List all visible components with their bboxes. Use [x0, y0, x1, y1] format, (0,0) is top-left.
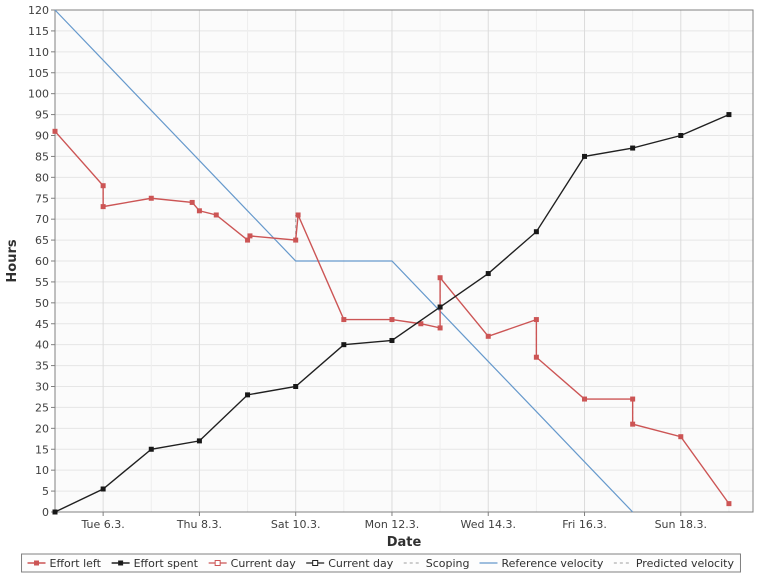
tick-label-x: Fri 16.3.	[562, 518, 607, 531]
tick-label-x: Sat 10.3.	[271, 518, 321, 531]
tick-label-y: 70	[35, 213, 49, 226]
tick-label-y: 5	[42, 485, 49, 498]
tick-label-y: 45	[35, 318, 49, 331]
legend-label: Reference velocity	[501, 557, 603, 570]
marker-effort-left	[149, 196, 153, 200]
tick-label-y: 35	[35, 360, 49, 373]
tick-label-y: 105	[28, 67, 49, 80]
legend-swatch-marker	[215, 561, 220, 566]
tick-label-x: Wed 14.3.	[461, 518, 516, 531]
legend: Effort left Effort spent Current day Curren…	[22, 554, 741, 572]
legend-swatch-marker	[119, 561, 123, 565]
tick-label-x: Thu 8.3.	[176, 518, 222, 531]
marker-effort-left	[534, 355, 538, 359]
marker-effort-spent	[727, 113, 731, 117]
marker-effort-left	[101, 205, 105, 209]
tick-label-y: 55	[35, 276, 49, 289]
tick-label-y: 15	[35, 443, 49, 456]
marker-effort-left	[294, 238, 298, 242]
marker-effort-left	[197, 209, 201, 213]
burndown-chart: 0 5 10 15 20 25 30 35 40 45 50 55 60 65 70 75 80 85 90 95 10…	[0, 0, 762, 574]
marker-effort-left	[390, 318, 394, 322]
tick-label-x: Mon 12.3.	[365, 518, 420, 531]
marker-effort-left	[53, 129, 57, 133]
marker-effort-left	[631, 397, 635, 401]
chart-svg: 0 5 10 15 20 25 30 35 40 45 50 55 60 65 70 75 80 85 90 95 10…	[0, 0, 762, 574]
marker-effort-left	[486, 334, 490, 338]
tick-label-y: 65	[35, 234, 49, 247]
tick-label-y: 110	[28, 46, 49, 59]
marker-effort-spent	[390, 338, 394, 342]
tick-label-y: 80	[35, 171, 49, 184]
marker-effort-spent	[583, 154, 587, 158]
tick-label-y: 25	[35, 401, 49, 414]
marker-effort-left	[248, 234, 252, 238]
tick-label-y: 60	[35, 255, 49, 268]
tick-label-y: 115	[28, 25, 49, 38]
tick-label-y: 10	[35, 464, 49, 477]
tick-label-y: 95	[35, 109, 49, 122]
legend-swatch-marker	[35, 561, 39, 565]
marker-effort-left	[534, 318, 538, 322]
legend-swatch-marker	[313, 561, 318, 566]
marker-effort-spent	[149, 447, 153, 451]
legend-label: Current day	[328, 557, 394, 570]
marker-effort-left	[342, 318, 346, 322]
marker-effort-spent	[342, 343, 346, 347]
marker-effort-left	[296, 213, 300, 217]
marker-effort-spent	[53, 510, 57, 514]
tick-label-y: 40	[35, 339, 49, 352]
marker-effort-spent	[246, 393, 250, 397]
tick-label-x: Tue 6.3.	[80, 518, 124, 531]
marker-effort-left	[419, 322, 423, 326]
tick-label-y: 85	[35, 150, 49, 163]
marker-effort-spent	[294, 385, 298, 389]
marker-effort-left	[246, 238, 250, 242]
marker-effort-spent	[679, 134, 683, 138]
legend-label: Effort left	[50, 557, 102, 570]
marker-effort-left	[438, 276, 442, 280]
marker-effort-spent	[631, 146, 635, 150]
tick-label-y: 0	[42, 506, 49, 519]
marker-effort-left	[679, 435, 683, 439]
tick-label-x: Sun 18.3.	[655, 518, 707, 531]
tick-label-y: 30	[35, 381, 49, 394]
x-axis-label: Date	[387, 535, 422, 550]
marker-effort-left	[583, 397, 587, 401]
marker-effort-left	[438, 326, 442, 330]
marker-effort-spent	[438, 305, 442, 309]
tick-label-y: 90	[35, 130, 49, 143]
marker-effort-spent	[486, 272, 490, 276]
marker-effort-left	[727, 502, 731, 506]
marker-effort-left	[214, 213, 218, 217]
marker-effort-left	[190, 200, 194, 204]
tick-label-y: 50	[35, 297, 49, 310]
legend-label: Predicted velocity	[636, 557, 735, 570]
tick-label-y: 75	[35, 192, 49, 205]
marker-effort-spent	[534, 230, 538, 234]
tick-label-y: 20	[35, 422, 49, 435]
legend-label: Current day	[231, 557, 297, 570]
tick-label-y: 100	[28, 88, 49, 101]
marker-effort-left	[631, 422, 635, 426]
tick-label-y: 120	[28, 4, 49, 17]
marker-effort-left	[101, 184, 105, 188]
marker-effort-spent	[197, 439, 201, 443]
legend-label: Effort spent	[134, 557, 199, 570]
marker-effort-spent	[101, 487, 105, 491]
legend-label: Scoping	[426, 557, 470, 570]
y-axis-label: Hours	[5, 239, 20, 282]
